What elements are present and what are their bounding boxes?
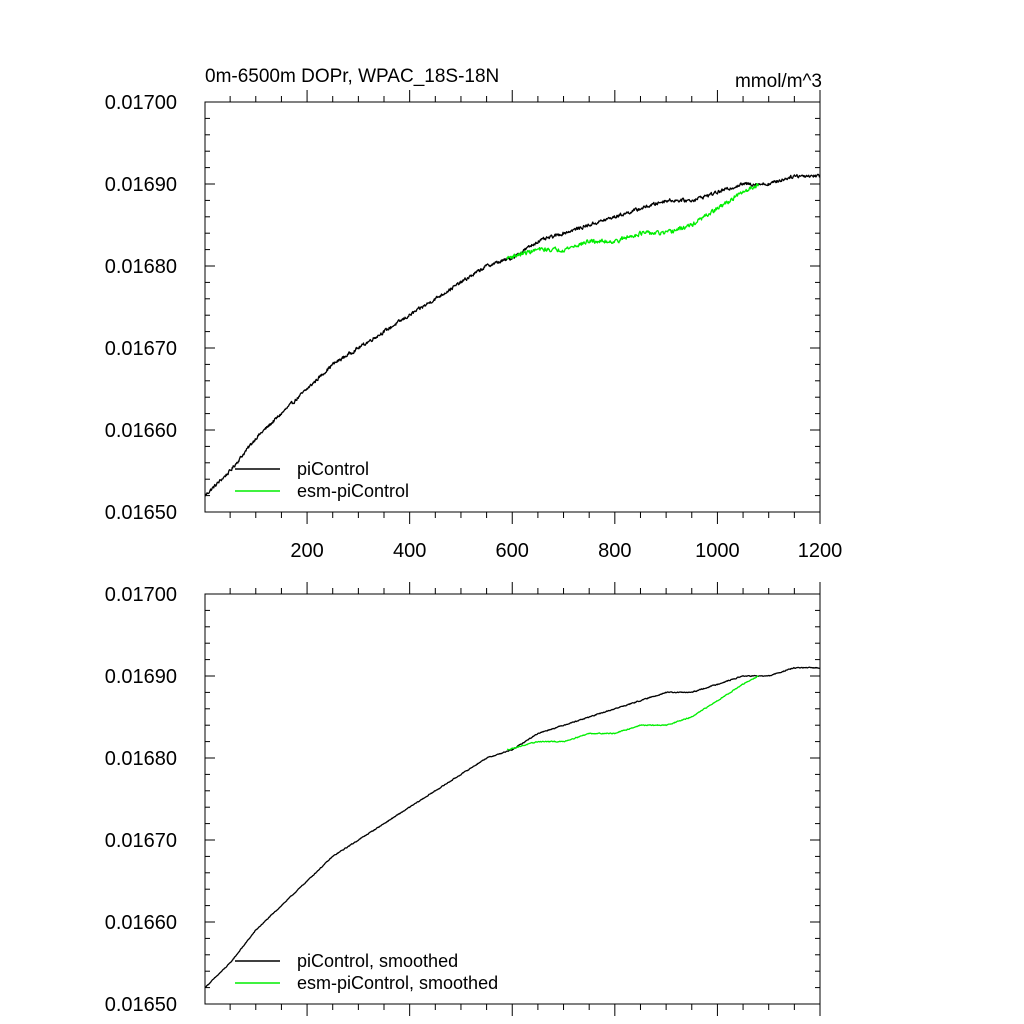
x-tick-label: 1000 [695, 540, 740, 562]
series-line-esm-picontrol-smoothed [506, 675, 759, 751]
y-tick-label: 0.01650 [105, 994, 177, 1016]
series-line-esm-picontrol [506, 182, 760, 260]
x-tick-label: 400 [393, 540, 426, 562]
y-tick-label: 0.01690 [105, 666, 177, 688]
y-tick-label: 0.01700 [105, 92, 177, 114]
chart-title: 0m-6500m DOPr, WPAC_18S-18N [205, 66, 499, 87]
units-label: mmol/m^3 [735, 71, 822, 92]
chart-panel-1: 0.01650 0.01660 0.01670 0.01680 0.01690 0.017… [105, 66, 843, 562]
y-tick-label: 0.01690 [105, 174, 177, 196]
legend-label: esm-piControl, smoothed [297, 973, 498, 993]
legend-label: piControl [297, 459, 369, 479]
x-tick-label: 800 [598, 540, 631, 562]
legend-label: piControl, smoothed [297, 951, 458, 971]
chart-panel-2: 0.01650 0.01660 0.01670 0.01680 0.01690 0.017… [105, 582, 821, 1016]
x-tick-label: 600 [496, 540, 529, 562]
y-tick-label: 0.01700 [105, 584, 177, 606]
y-tick-label: 0.01670 [105, 338, 177, 360]
series-line-picontrol-smoothed [204, 666, 821, 989]
y-tick-label: 0.01660 [105, 912, 177, 934]
plot-frame [204, 593, 821, 1005]
legend-label: esm-piControl [297, 481, 409, 501]
plot-frame [204, 101, 821, 513]
y-tick-label: 0.01650 [105, 502, 177, 524]
x-tick-label: 1200 [798, 540, 843, 562]
y-tick-label: 0.01670 [105, 830, 177, 852]
y-tick-label: 0.01680 [105, 748, 177, 770]
series-line-picontrol [204, 173, 821, 497]
y-tick-label: 0.01680 [105, 256, 177, 278]
y-tick-label: 0.01660 [105, 420, 177, 442]
x-tick-label: 200 [290, 540, 323, 562]
